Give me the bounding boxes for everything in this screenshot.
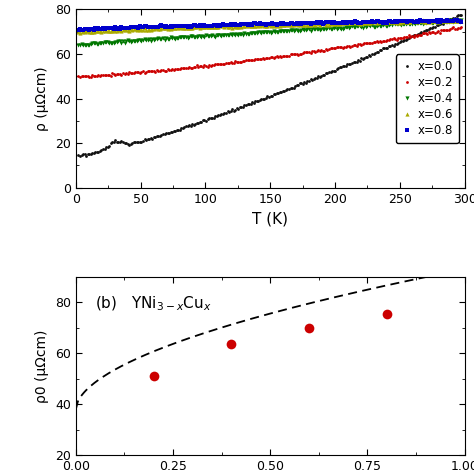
x=0.6	[299, 20, 304, 26]
x=0.4	[341, 25, 347, 31]
x=0.0	[341, 64, 347, 69]
x=0.2	[75, 73, 81, 79]
x=0.0	[75, 153, 81, 158]
x=0.6	[77, 30, 83, 36]
Legend: x=0.0, x=0.2, x=0.4, x=0.6, x=0.8: x=0.0, x=0.2, x=0.4, x=0.6, x=0.8	[396, 55, 459, 143]
x=0.6	[140, 27, 146, 33]
x=0.6	[441, 18, 447, 23]
x=0.8	[140, 24, 146, 30]
x=0.8	[446, 18, 452, 24]
x=0.0	[458, 12, 464, 18]
x=0.8	[236, 22, 241, 28]
x=0.2	[341, 44, 347, 50]
Y-axis label: ρ (μΩcm): ρ (μΩcm)	[36, 66, 49, 131]
x=0.2	[236, 59, 241, 65]
x=0.2	[231, 60, 237, 66]
x=0.0	[77, 153, 83, 159]
x=0.4	[236, 32, 241, 37]
x=0.2	[451, 25, 456, 30]
x=0.2	[140, 68, 146, 73]
x=0.4	[140, 37, 146, 43]
x=0.6	[458, 18, 464, 24]
x=0.0	[445, 18, 450, 24]
x=0.6	[231, 24, 237, 30]
Line: x=0.6: x=0.6	[76, 18, 463, 36]
Line: x=0.4: x=0.4	[76, 18, 463, 47]
X-axis label: T (K): T (K)	[252, 211, 288, 226]
x=0.8	[458, 19, 464, 25]
Y-axis label: ρ0 (μΩcm): ρ0 (μΩcm)	[36, 329, 49, 402]
x=0.8	[75, 27, 81, 33]
x=0.4	[299, 27, 304, 33]
x=0.2	[299, 51, 304, 56]
x=0.2	[458, 25, 464, 30]
x=0.2	[445, 27, 450, 33]
x=0.4	[458, 18, 464, 23]
Line: x=0.0: x=0.0	[77, 14, 463, 157]
x=0.8	[445, 17, 450, 22]
x=0.4	[75, 42, 81, 47]
x=0.8	[341, 20, 347, 26]
Text: (b)   YNi$_{3-x}$Cu$_x$: (b) YNi$_{3-x}$Cu$_x$	[95, 295, 212, 313]
x=0.0	[299, 81, 304, 86]
x=0.6	[446, 18, 452, 24]
x=0.4	[445, 19, 450, 25]
Line: x=0.2: x=0.2	[77, 26, 463, 78]
x=0.0	[231, 108, 237, 113]
x=0.8	[299, 21, 304, 27]
x=0.6	[341, 20, 347, 26]
x=0.0	[140, 138, 146, 144]
x=0.6	[75, 29, 81, 35]
x=0.6	[236, 24, 241, 29]
x=0.0	[236, 106, 241, 112]
Line: x=0.8: x=0.8	[77, 18, 463, 32]
x=0.2	[88, 74, 93, 80]
x=0.0	[455, 12, 461, 18]
x=0.4	[85, 42, 91, 48]
x=0.8	[86, 27, 92, 33]
x=0.4	[447, 18, 453, 23]
x=0.4	[231, 31, 237, 37]
x=0.8	[231, 22, 237, 27]
